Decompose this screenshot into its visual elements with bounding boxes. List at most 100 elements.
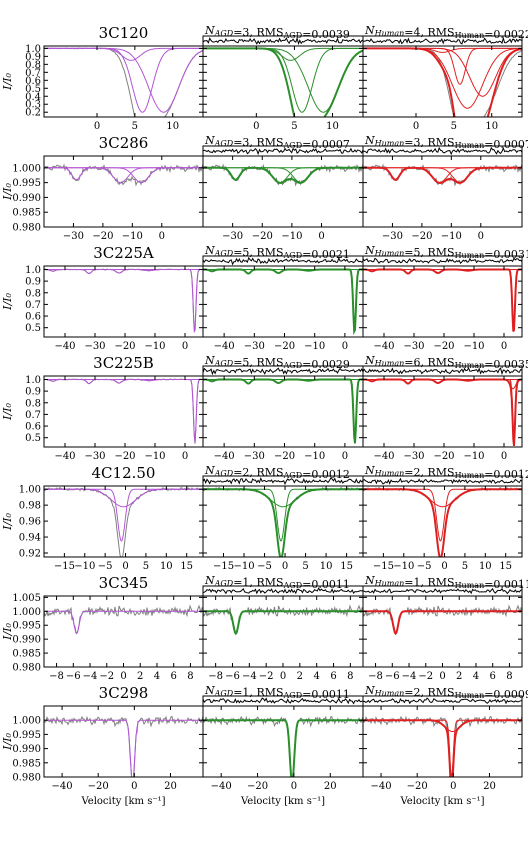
total-fit-line [363, 268, 522, 332]
spectrum-row-3C286: −30 −20 −10 0 0.980 0.985 0.990 0.995 1.000 3C286… [1, 134, 528, 242]
y-tick-label: 0.9 [25, 277, 41, 288]
component-line-1 [363, 610, 522, 635]
x-tick-label: −15 [213, 561, 234, 572]
x-tick-label: 15 [340, 561, 353, 572]
x-tick-label: −20 [88, 781, 109, 792]
panel-3C120-human: 0 5 10 NHuman=4, RMSHuman=0.0022 [362, 24, 528, 132]
plot-area [44, 268, 203, 334]
component-line-5 [363, 379, 522, 438]
x-tick-label: −5 [417, 561, 432, 572]
panel-4C12.50-human: −15 −10 −5 0 5 10 15 NHuman=2, RMSHuman=0.0012 [362, 464, 528, 572]
y-tick-label: 1.000 [12, 607, 41, 618]
observed-spectrum-line [363, 47, 522, 117]
x-tick-label: 2 [297, 671, 303, 682]
x-tick-label: 10 [326, 121, 339, 132]
plot-frame [362, 595, 523, 668]
panel-3C120-agd: 0 5 10 NAGD=3, RMSAGD=0.0039 [202, 24, 364, 132]
plot-area [203, 715, 363, 777]
x-tick-label: 10 [166, 121, 179, 132]
x-axis-label: Velocity [km s⁻¹] [399, 796, 484, 807]
total-fit-line [363, 610, 522, 636]
source-title: 3C120 [99, 24, 149, 42]
x-tick-label: −30 [382, 231, 403, 242]
x-tick-label: −10 [74, 561, 95, 572]
x-tick-label: 4 [154, 671, 160, 682]
x-tick-label: 0 [120, 671, 126, 682]
plot-frame [43, 705, 204, 778]
residual-line [362, 367, 523, 376]
panel-3C345-agd: −8 −6 −4 −2 0 2 4 6 8 NAGD=1, RMSAGD=0.0011 [202, 574, 364, 682]
x-tick-label: −20 [92, 231, 113, 242]
component-line-5 [44, 269, 203, 334]
panel-3C286-individual: −30 −20 −10 0 0.980 0.985 0.990 0.995 1.000 3C286… [1, 134, 204, 242]
spectrum-row-3C225B: −40 −30 −20 −10 0 0.50.60.70.80.91.0 3C225B I/I… [1, 354, 528, 462]
x-tick-label: −4 [242, 671, 257, 682]
total-fit-line [363, 719, 522, 777]
plot-area [44, 604, 203, 635]
y-tick-label: 0.995 [12, 730, 41, 741]
y-tick-label: 0.6 [25, 312, 41, 323]
spectrum-row-3C298: −40 −20 0 20 0.980 0.985 0.990 0.995 1.000 3C298 I… [1, 684, 528, 807]
x-tick-label: −6 [66, 671, 81, 682]
component-line-2 [203, 488, 363, 508]
x-tick-label: 5 [462, 561, 468, 572]
y-tick-label: 1.0 [25, 265, 41, 276]
component-line-1 [203, 610, 363, 635]
x-tick-label: 0 [182, 451, 188, 462]
plot-frame [43, 265, 204, 338]
x-tick-label: −20 [274, 341, 295, 352]
x-tick-label: −10 [441, 231, 462, 242]
x-tick-label: −2 [259, 671, 274, 682]
x-tick-label: −10 [393, 561, 414, 572]
x-tick-label: 0 [253, 121, 259, 132]
residual-line [202, 256, 364, 266]
source-title: 4C12.50 [92, 464, 156, 482]
plot-area [363, 486, 522, 557]
x-tick-label: 10 [479, 561, 492, 572]
y-tick-label: 0.5 [25, 84, 41, 95]
component-line-5 [44, 379, 203, 444]
x-tick-label: 15 [499, 561, 512, 572]
residual-line [202, 697, 364, 705]
x-tick-label: 20 [164, 781, 177, 792]
residual-strip [362, 255, 523, 267]
residual-strip [362, 695, 523, 707]
y-tick-label: 0.985 [12, 649, 41, 660]
x-tick-label: −4 [83, 671, 98, 682]
total-fit-line [203, 47, 363, 117]
observed-spectrum-line [203, 268, 363, 331]
plot-area [44, 163, 203, 187]
plot-frame [202, 595, 364, 668]
x-tick-label: 10 [320, 561, 333, 572]
x-tick-label: −15 [373, 561, 394, 572]
x-tick-label: 0 [501, 451, 507, 462]
plot-area [203, 604, 363, 636]
x-tick-label: −6 [385, 671, 400, 682]
x-tick-label: 5 [291, 121, 297, 132]
total-fit-line [203, 488, 363, 557]
panel-3C120-individual: 0 5 10 0.20.30.40.50.60.70.80.91.0 3C120 I/I₀ [1, 24, 204, 132]
component-line-1 [44, 719, 203, 777]
x-tick-label: −2 [418, 671, 433, 682]
y-axis-label: I/I₀ [1, 183, 14, 201]
x-tick-label: −10 [144, 451, 165, 462]
observed-spectrum-line [203, 604, 363, 634]
total-fit-line [203, 268, 363, 336]
component-line-1 [363, 719, 522, 777]
component-line-3 [44, 167, 203, 184]
x-tick-label: −30 [63, 231, 84, 242]
x-tick-label: −30 [222, 231, 243, 242]
plot-frame [43, 155, 204, 228]
plot-frame [202, 155, 364, 228]
y-tick-label: 0.8 [25, 398, 41, 409]
plot-area [363, 378, 522, 447]
x-tick-label: −40 [54, 341, 75, 352]
panel-3C286-agd: −30 −20 −10 0 NAGD=3, RMSAGD=0.0007 [202, 134, 364, 242]
plot-area [44, 715, 203, 777]
x-tick-label: −20 [114, 341, 135, 352]
y-tick-label: 0.6 [25, 76, 41, 87]
x-tick-label: 6 [490, 671, 496, 682]
y-tick-label: 0.9 [25, 52, 41, 63]
component-line-2 [44, 488, 203, 508]
y-tick-label: 1.000 [12, 716, 41, 727]
